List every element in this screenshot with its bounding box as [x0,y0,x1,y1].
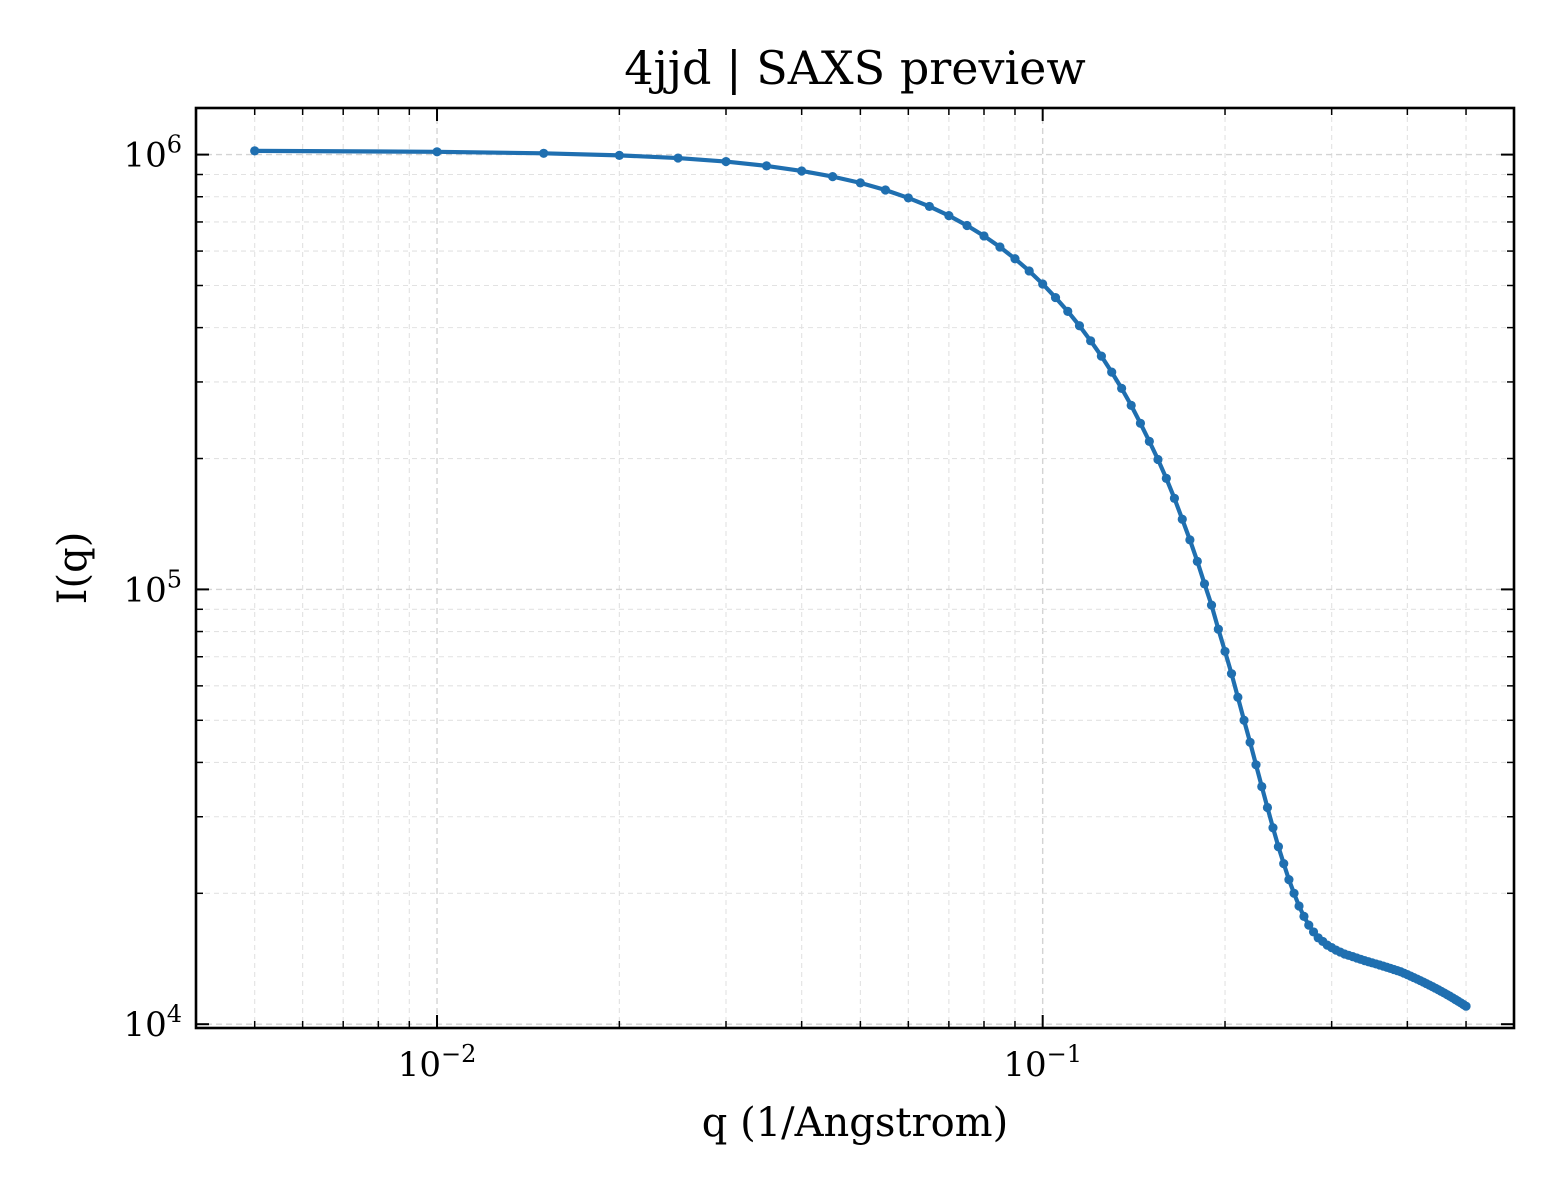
data-point [1107,367,1117,377]
data-point [1144,436,1154,446]
data-point [1289,888,1299,898]
data-point [1199,579,1210,589]
data-point [1239,715,1249,725]
data-point [924,201,934,212]
y-tick-label: 106 [123,131,182,176]
chart-title: 4jjd | SAXS preview [624,41,1086,95]
data-point [1185,535,1195,545]
data-point [1262,802,1273,813]
data-point [1010,254,1020,264]
axes-frame [194,106,1516,1030]
data-point [1074,321,1085,331]
y-tick-label: 105 [123,565,182,610]
data-point [1063,306,1073,316]
y-axis-label: I(q) [50,532,96,605]
data-point [855,178,865,188]
data-point [614,150,624,160]
data-point [1177,514,1187,524]
data-point [1279,859,1289,869]
data-point [721,156,731,167]
data-point [979,231,989,241]
data-point [1273,842,1283,852]
data-point [903,193,913,203]
data-point [944,211,954,221]
y-tick-label: 104 [123,1000,182,1045]
data-point [1126,400,1136,410]
plot-area [250,146,1471,1011]
data-point [995,242,1005,252]
data-point [797,166,807,176]
data-point [673,153,683,163]
data-point [1461,1001,1471,1011]
x-tick-label: 10−2 [398,1040,477,1085]
data-point [1206,600,1217,610]
data-point [761,161,772,171]
data-point [828,172,838,182]
data-point [880,185,891,195]
data-point [1284,875,1294,885]
x-axis-label: q (1/Angstrom) [702,1100,1008,1146]
x-tick-label: 10−1 [1003,1040,1082,1085]
data-point [250,146,260,156]
axis-ticks: 10−2 10−1 104 105 106 [123,108,1514,1085]
data-point [1086,336,1096,346]
data-point [1050,292,1061,303]
data-point [1294,901,1304,911]
data-point [962,220,972,231]
data-point [1153,454,1163,465]
data-point [432,147,442,157]
data-point [1135,418,1146,428]
data-point [1299,911,1309,921]
data-point [1304,920,1314,930]
data-point [539,148,549,158]
data-point [1251,760,1261,770]
data-point [1117,383,1127,393]
data-point [1233,692,1243,702]
data-point [1245,737,1255,747]
data-point [1226,669,1237,679]
data-point [1192,556,1202,566]
data-point [1161,473,1171,484]
data-point [1257,781,1267,792]
data-point [1220,646,1230,657]
data-point [1268,823,1278,833]
data-point [1096,351,1106,361]
data-point [1038,279,1048,289]
data-point [1213,624,1223,634]
data-point [1024,266,1034,276]
data-point [1169,493,1180,503]
